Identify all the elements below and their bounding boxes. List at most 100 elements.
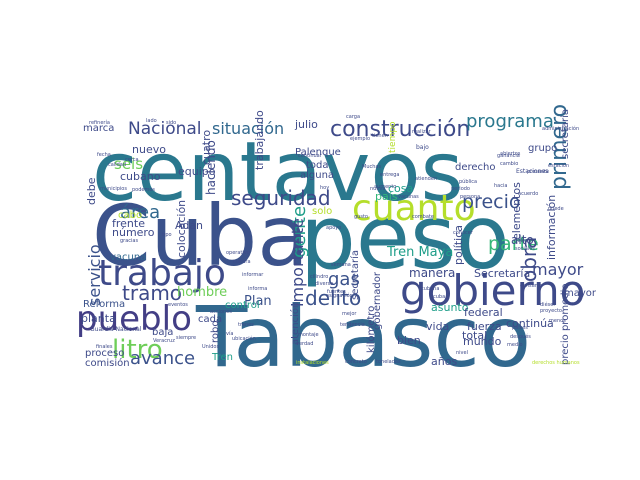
cloud-word: servicio <box>85 244 104 306</box>
cloud-word: área <box>120 202 160 223</box>
cloud-word: persona <box>460 194 480 200</box>
cloud-word: puede <box>548 206 564 212</box>
cloud-word: estación <box>548 162 569 169</box>
cloud-word: vía <box>226 330 233 337</box>
cloud-word: operativo <box>226 250 250 256</box>
cloud-word: ubicación <box>232 335 256 342</box>
cloud-word: abiertos <box>500 151 521 157</box>
cloud-word: conocer <box>453 230 474 236</box>
cloud-word: instalaciones <box>296 360 329 366</box>
cloud-word: continúa <box>506 317 554 330</box>
cloud-word: secretaria <box>560 109 571 159</box>
cloud-word: presente <box>527 169 549 175</box>
cloud-word: rieles <box>514 238 528 244</box>
cloud-word: tramo <box>122 281 182 305</box>
cloud-word: manera <box>409 266 455 280</box>
cloud-word: grupo <box>528 143 557 154</box>
cloud-word: montaje <box>298 332 319 338</box>
cloud-word: hoy <box>320 185 329 191</box>
cloud-word: federal <box>464 306 503 319</box>
cloud-word: control <box>225 300 260 311</box>
cloud-word: colocación <box>175 200 188 258</box>
cloud-word: apoyo <box>326 225 341 231</box>
cloud-word: medio <box>507 342 523 348</box>
cloud-word: nuevo <box>132 143 166 156</box>
cloud-word: mejor <box>342 311 357 317</box>
cloud-word: Adán <box>175 219 203 232</box>
cloud-word: trabajo <box>98 253 226 294</box>
cloud-word: parte <box>488 233 539 255</box>
cloud-word: centavos <box>92 125 463 220</box>
cloud-word: trenes <box>238 322 254 328</box>
cloud-word: asunto <box>431 301 469 314</box>
cloud-word: Muchas <box>362 164 381 170</box>
cloud-word: número <box>112 226 155 239</box>
cloud-word: aumento <box>374 184 396 190</box>
cloud-word: mayor <box>532 260 584 279</box>
cloud-word: cilindro <box>310 274 328 280</box>
cloud-word: proyecto <box>540 308 562 314</box>
cloud-word: Tabasco <box>195 288 531 386</box>
cloud-word: trabajando <box>253 110 266 170</box>
cloud-word: lado <box>146 118 157 124</box>
cloud-word: cosa <box>388 182 413 195</box>
cloud-word: planta <box>81 312 116 325</box>
cloud-word: menos <box>549 318 566 324</box>
cloud-word: gente <box>289 206 310 258</box>
cloud-word: fuerza <box>467 320 502 333</box>
cloud-word: Plan <box>244 294 272 309</box>
cloud-word: países <box>512 324 528 331</box>
cloud-word: información <box>545 195 558 260</box>
cloud-word: vacunas <box>398 194 419 200</box>
cloud-word: diversa <box>315 281 333 287</box>
cloud-word: cubana <box>421 286 439 292</box>
cloud-word: tienen <box>372 133 388 139</box>
cloud-word: Cuba <box>92 187 309 285</box>
cloud-word: refinería <box>89 119 110 126</box>
cloud-word: gracias <box>120 238 138 244</box>
cloud-word: kilómetro <box>365 306 377 353</box>
cloud-word: informar <box>242 272 264 278</box>
cloud-word: julio <box>294 118 318 131</box>
cloud-word: Tren Maya <box>386 245 453 260</box>
cloud-word: siempre <box>176 335 196 341</box>
cloud-word: fuentes <box>327 289 346 295</box>
cloud-word: programa <box>466 111 554 132</box>
cloud-word: tendencia <box>340 322 365 328</box>
cloud-word: cuatro <box>200 130 213 165</box>
cloud-word: derechos humanos <box>532 360 580 366</box>
cloud-word: sido <box>166 120 176 126</box>
cloud-word: Tren <box>211 352 233 363</box>
cloud-word: tipo <box>162 232 172 238</box>
cloud-word: nivel <box>456 350 468 356</box>
cloud-word: total <box>462 329 487 342</box>
cloud-word: cada <box>198 314 222 325</box>
cloud-word: gas <box>328 269 360 290</box>
cloud-word: bajo <box>416 144 429 151</box>
cloud-word: ganancia <box>497 153 520 159</box>
cloud-word: Secretaría <box>474 267 530 280</box>
cloud-word: vacuna <box>110 252 146 263</box>
cloud-word: primero <box>547 104 572 190</box>
cloud-word: seguridad <box>231 186 331 210</box>
cloud-word: consumo <box>520 283 543 289</box>
cloud-word: alguna <box>300 170 334 181</box>
cloud-word: Estaciones <box>516 168 548 175</box>
cloud-word: acuerdo <box>518 191 538 197</box>
cloud-word: marca <box>83 123 114 134</box>
cloud-word: pública <box>459 178 477 185</box>
cloud-word: toda <box>306 160 329 171</box>
cloud-word: obra <box>517 237 541 282</box>
cloud-word: eventos <box>168 302 188 308</box>
cloud-word: tiempo <box>388 121 398 153</box>
cloud-word: gusto <box>354 214 368 220</box>
cloud-word: mayor <box>564 288 597 299</box>
cloud-word: atienden <box>415 176 437 182</box>
cloud-word: avance <box>130 348 195 369</box>
cloud-word: litro <box>112 335 163 365</box>
cloud-word: Veracruz <box>153 338 175 344</box>
cloud-word: proceso <box>85 348 124 359</box>
cloud-word: años <box>431 355 457 368</box>
cloud-word: fecha <box>97 152 111 158</box>
cloud-word: cabo <box>118 210 142 221</box>
